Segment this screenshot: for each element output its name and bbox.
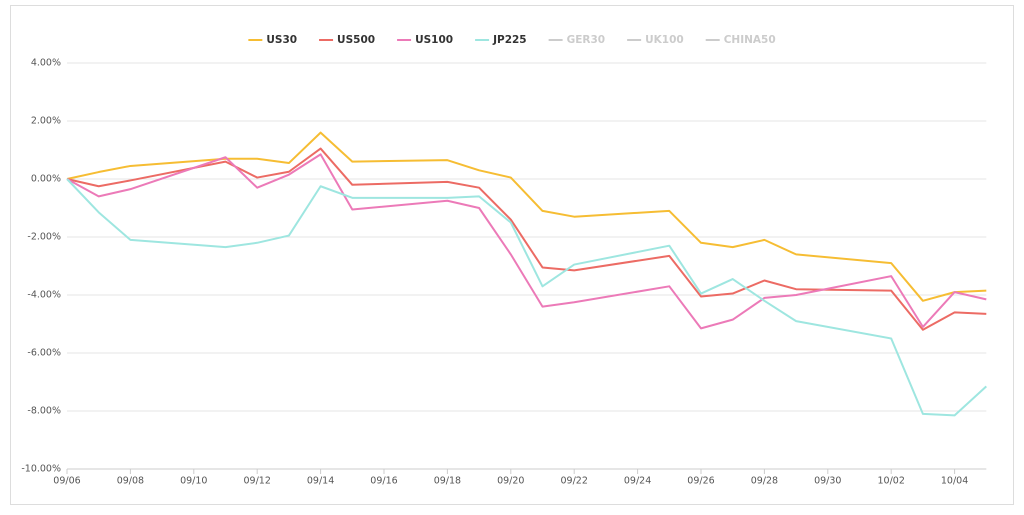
legend: US30 US500 US100 JP225 GER30 UK100 CHINA50 <box>248 34 776 46</box>
legend-label: GER30 <box>567 34 606 46</box>
x-tick-label: 09/22 <box>561 476 588 487</box>
x-tick-label: 09/20 <box>497 476 524 487</box>
legend-label: JP225 <box>492 34 527 46</box>
x-tick-label: 09/06 <box>53 476 80 487</box>
legend-item[interactable]: JP225 <box>475 34 527 46</box>
y-tick-label: 2.00% <box>31 116 61 127</box>
x-tick-label: 10/04 <box>941 476 968 487</box>
legend-label: US500 <box>337 34 375 46</box>
x-tick-label: 09/08 <box>117 476 144 487</box>
x-tick-label: 09/12 <box>244 476 271 487</box>
series-line <box>66 178 987 417</box>
x-tick-label: 09/28 <box>751 476 778 487</box>
y-tick-label: -10.00% <box>21 464 61 475</box>
x-tick-label: 09/10 <box>180 476 207 487</box>
legend-item[interactable]: CHINA50 <box>705 34 776 46</box>
series-line <box>66 131 987 302</box>
x-tick-label: 09/24 <box>624 476 651 487</box>
x-tick-label: 09/26 <box>687 476 714 487</box>
x-tick-label: 10/02 <box>878 476 905 487</box>
legend-label: US30 <box>266 34 297 46</box>
legend-label: US100 <box>415 34 453 46</box>
legend-item[interactable]: US30 <box>248 34 297 46</box>
x-tick-label: 09/18 <box>434 476 461 487</box>
series-line <box>66 147 987 331</box>
series-line <box>66 153 987 330</box>
y-tick-label: 0.00% <box>31 174 61 185</box>
y-tick-label: 4.00% <box>31 58 61 69</box>
x-tick-label: 09/16 <box>370 476 397 487</box>
legend-item[interactable]: US100 <box>397 34 453 46</box>
x-tick-label: 09/30 <box>814 476 841 487</box>
legend-item[interactable]: GER30 <box>548 34 606 46</box>
legend-label: UK100 <box>645 34 684 46</box>
y-tick-label: -8.00% <box>27 406 61 417</box>
x-tick-label: 09/14 <box>307 476 334 487</box>
legend-item[interactable]: UK100 <box>627 34 684 46</box>
legend-label: CHINA50 <box>724 34 776 46</box>
y-tick-label: -4.00% <box>27 290 61 301</box>
legend-item[interactable]: US500 <box>319 34 375 46</box>
y-tick-label: -2.00% <box>27 232 61 243</box>
y-tick-label: -6.00% <box>27 348 61 359</box>
